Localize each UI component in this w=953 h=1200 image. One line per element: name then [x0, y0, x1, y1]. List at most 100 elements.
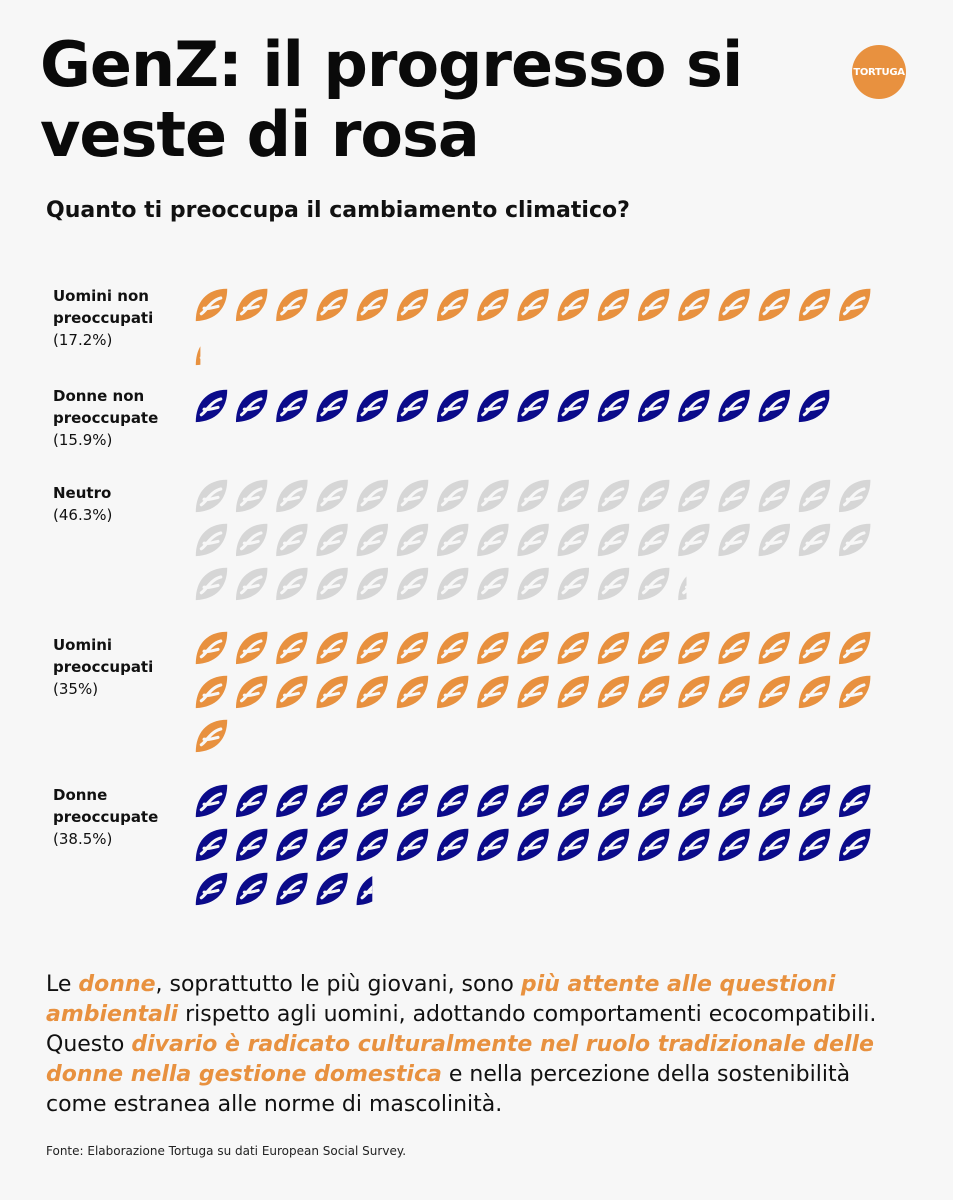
- leaf-icon: [596, 827, 631, 863]
- leaf-icon: [797, 674, 832, 710]
- leaf-icon: [837, 674, 872, 710]
- chart-title: Quanto ti preoccupa il cambiamento clima…: [46, 198, 630, 223]
- leaf-icon: [676, 783, 712, 819]
- leaf-icon: [274, 522, 310, 558]
- category-name: Neutro: [53, 484, 112, 502]
- description-text: Le donne, soprattutto le più giovani, so…: [46, 970, 916, 1120]
- leaf-icon: [515, 783, 551, 819]
- desc-text-3: rispetto agli uomini, adottando comporta…: [46, 1002, 877, 1057]
- leaf-icon: [234, 566, 269, 602]
- leaf-icon: [435, 478, 470, 514]
- leaf-icon: [716, 287, 752, 323]
- leaf-icon: [556, 630, 591, 666]
- leaf-icon: [636, 674, 671, 710]
- leaf-icon: [515, 522, 551, 558]
- leaf-icon: [475, 478, 511, 514]
- leaf-icon: [395, 478, 430, 514]
- leaf-icon: [395, 674, 430, 710]
- leaf-icon: [234, 674, 269, 710]
- leaf-icon: [194, 566, 229, 602]
- leaf-icon: [194, 522, 229, 558]
- row-label-donne-preoccupate: Donne preoccupate (38.5%): [53, 784, 193, 850]
- leaf-icon: [194, 718, 229, 754]
- leaf-icon: [475, 674, 511, 710]
- leaf-icon: [515, 388, 551, 424]
- leaf-icon: [515, 287, 551, 323]
- leaf-icon: [596, 566, 631, 602]
- leaf-icon: [314, 388, 350, 424]
- leaf-icon: [596, 287, 631, 323]
- leaf-icon: [556, 287, 591, 323]
- leaf-icon: [314, 478, 350, 514]
- leaf-icon: [234, 783, 269, 819]
- leaf-icon: [395, 388, 430, 424]
- leaf-icon: [757, 674, 792, 710]
- leaf-icon: [757, 630, 792, 666]
- leaf-icon: [274, 287, 310, 323]
- leaf-icon: [596, 630, 631, 666]
- leaf-icon: [556, 522, 591, 558]
- leaf-icon: [194, 871, 229, 907]
- leaf-icon: [234, 522, 269, 558]
- leaf-icon: [716, 478, 752, 514]
- leaf-icon: [757, 287, 792, 323]
- leaf-icon: [234, 871, 269, 907]
- row-label-neutro: Neutro (46.3%): [53, 482, 193, 526]
- leaf-icon: [355, 674, 390, 710]
- leaf-icon: [274, 827, 310, 863]
- leaf-icon: [636, 287, 671, 323]
- desc-highlight-2: più attente alle questioni ambientali: [46, 972, 836, 1027]
- leaf-icon: [355, 827, 390, 863]
- leaf-icon: [395, 783, 430, 819]
- leaf-icon: [395, 566, 430, 602]
- leaf-icon: [355, 566, 390, 602]
- leaf-icon: [314, 630, 350, 666]
- leaf-icon: [676, 388, 712, 424]
- leaf-icon: [837, 783, 872, 819]
- leaf-icon: [314, 287, 350, 323]
- category-percent: (15.9%): [53, 431, 113, 449]
- category-name: Donne preoccupate: [53, 786, 159, 826]
- leaf-icon: [515, 827, 551, 863]
- leaf-icon-partial: [355, 871, 373, 907]
- leaf-icon: [757, 783, 792, 819]
- leaf-icon: [355, 522, 390, 558]
- leaf-icon: [716, 388, 752, 424]
- leaf-icon: [757, 522, 792, 558]
- leaf-icon: [355, 783, 390, 819]
- desc-text-1: Le: [46, 972, 79, 997]
- leaf-icon: [234, 388, 269, 424]
- leaf-icon: [435, 566, 470, 602]
- pictogram-chart: [194, 287, 872, 907]
- leaf-icon: [234, 287, 269, 323]
- desc-highlight-3: divario è radicato culturalmente nel ruo…: [46, 1032, 874, 1087]
- category-name: Uomini preoccupati: [53, 636, 154, 676]
- leaf-icon: [837, 827, 872, 863]
- leaf-icon: [556, 478, 591, 514]
- source-note: Fonte: Elaborazione Tortuga su dati Euro…: [46, 1144, 407, 1158]
- leaf-icon: [435, 630, 470, 666]
- leaf-icon: [274, 674, 310, 710]
- leaf-icon: [274, 871, 310, 907]
- leaf-icon: [475, 287, 511, 323]
- leaf-icon: [676, 827, 712, 863]
- leaf-icon-partial: [194, 331, 201, 367]
- leaf-icon: [475, 783, 511, 819]
- leaf-icon: [435, 827, 470, 863]
- leaf-icon: [475, 827, 511, 863]
- category-name: Donne non preoccupate: [53, 387, 159, 427]
- category-percent: (38.5%): [53, 830, 113, 848]
- leaf-icon: [676, 287, 712, 323]
- leaf-icon: [797, 630, 832, 666]
- page-title: GenZ: il progresso si veste di rosa: [40, 28, 743, 171]
- leaf-icon: [355, 388, 390, 424]
- leaf-icon: [314, 522, 350, 558]
- leaf-icon: [515, 630, 551, 666]
- leaf-icon: [234, 827, 269, 863]
- leaf-icon: [194, 388, 229, 424]
- leaf-icon: [757, 388, 792, 424]
- leaf-icon: [837, 478, 872, 514]
- leaf-icon: [234, 630, 269, 666]
- leaf-icon: [636, 388, 671, 424]
- leaf-icon: [716, 630, 752, 666]
